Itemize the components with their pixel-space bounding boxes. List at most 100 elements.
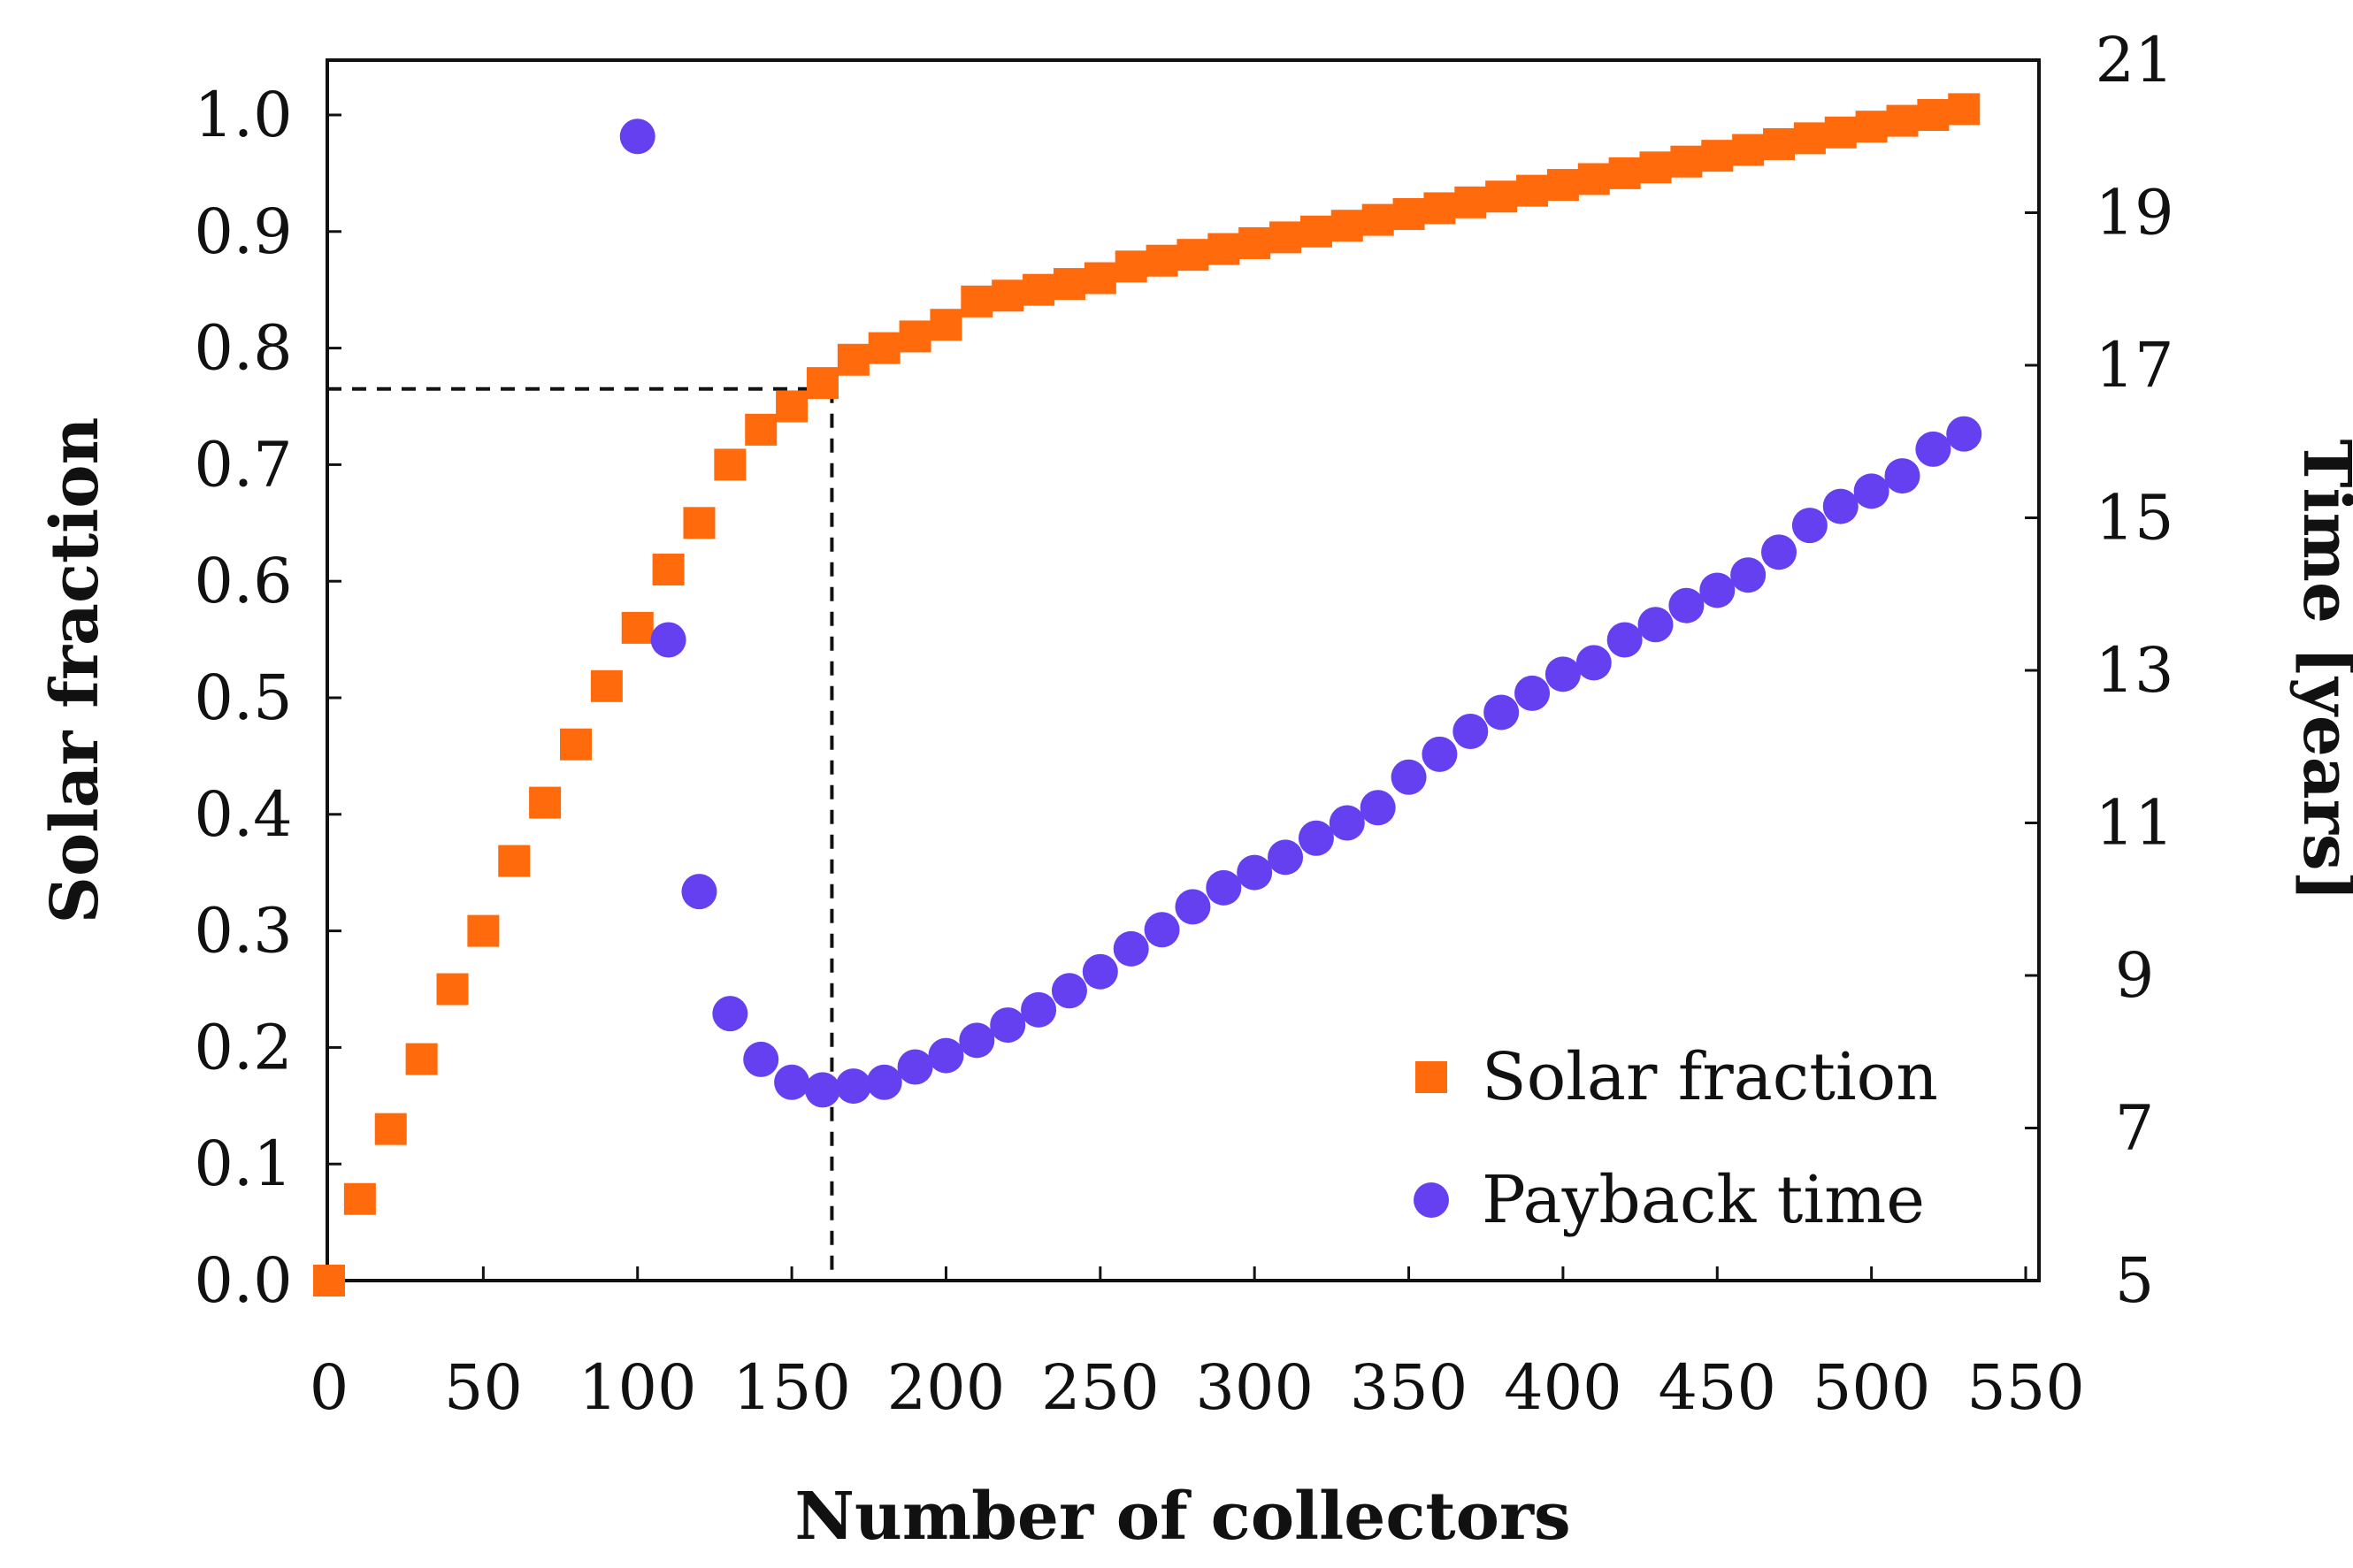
point-solar-fraction [1207, 233, 1240, 265]
point-payback-time [990, 1007, 1026, 1044]
point-payback-time [1422, 736, 1458, 772]
y-tick-label: 0.4 [194, 778, 292, 851]
legend-swatch-solar-fraction [1415, 1061, 1447, 1093]
series-payback-time [619, 119, 1982, 1108]
point-solar-fraction [868, 332, 901, 364]
point-payback-time [1360, 790, 1396, 826]
point-payback-time [1113, 930, 1149, 967]
point-solar-fraction [590, 669, 623, 702]
point-solar-fraction [1392, 198, 1425, 231]
point-solar-fraction [1454, 186, 1487, 218]
point-solar-fraction [1176, 239, 1209, 272]
point-payback-time [1268, 839, 1304, 876]
point-payback-time [743, 1041, 779, 1077]
point-solar-fraction [745, 413, 778, 446]
point-solar-fraction [961, 285, 993, 317]
x-tick-label: 550 [1966, 1351, 2085, 1424]
point-solar-fraction [1330, 210, 1363, 242]
point-solar-fraction [1639, 151, 1672, 184]
point-solar-fraction [930, 309, 962, 341]
x-tick-label: 100 [579, 1351, 697, 1424]
legend-label-payback-time: Payback time [1482, 1162, 1925, 1238]
x-tick-label: 350 [1350, 1351, 1468, 1424]
y2-tick-label: 13 [2095, 634, 2173, 707]
point-payback-time [712, 996, 748, 1032]
point-solar-fraction [1361, 203, 1394, 236]
y-tick-label: 0.3 [194, 895, 292, 968]
point-payback-time [1021, 991, 1057, 1028]
reference-lines [327, 386, 834, 1281]
point-solar-fraction [1824, 116, 1857, 149]
point-solar-fraction [1732, 134, 1765, 166]
point-solar-fraction [652, 554, 685, 586]
series-layer [313, 93, 1982, 1296]
y2-tick-label: 5 [2115, 1244, 2155, 1317]
x-tick-label: 150 [732, 1351, 851, 1424]
point-solar-fraction [1855, 111, 1888, 143]
point-payback-time [650, 622, 686, 658]
point-solar-fraction [1546, 169, 1579, 202]
point-solar-fraction [714, 448, 747, 481]
y-tick-label: 0.0 [194, 1244, 292, 1317]
point-payback-time [1606, 622, 1643, 658]
y-tick-label: 0.8 [194, 312, 292, 385]
y2-tick-label: 21 [2095, 24, 2173, 96]
point-solar-fraction [899, 320, 931, 353]
point-payback-time [804, 1072, 840, 1108]
point-solar-fraction [1670, 145, 1703, 178]
point-payback-time [1237, 854, 1273, 891]
point-payback-time [1699, 572, 1736, 608]
point-solar-fraction [436, 973, 469, 1006]
point-solar-fraction [1053, 268, 1085, 301]
point-payback-time [1822, 488, 1859, 524]
point-payback-time [1761, 534, 1797, 570]
x-tick-label: 500 [1813, 1351, 1931, 1424]
x-tick-label: 450 [1658, 1351, 1776, 1424]
point-payback-time [1946, 416, 1982, 452]
point-payback-time [619, 119, 655, 155]
point-solar-fraction [806, 367, 839, 400]
point-solar-fraction [343, 1182, 376, 1215]
y-tick-label: 0.5 [194, 662, 292, 734]
y-tick-label: 0.1 [194, 1128, 292, 1200]
point-solar-fraction [1701, 140, 1734, 172]
x-tick-label: 200 [887, 1351, 1006, 1424]
legend-label-solar-fraction: Solar fraction [1482, 1039, 1938, 1115]
point-solar-fraction [405, 1043, 438, 1075]
point-solar-fraction [992, 279, 1024, 312]
y-tick-label: 0.6 [194, 545, 292, 617]
x-tick-label: 250 [1041, 1351, 1160, 1424]
point-payback-time [1082, 953, 1118, 990]
point-solar-fraction [1485, 180, 1518, 213]
point-solar-fraction [374, 1113, 407, 1145]
point-payback-time [1514, 675, 1551, 711]
point-payback-time [1144, 912, 1180, 948]
point-solar-fraction [313, 1265, 345, 1296]
point-payback-time [774, 1064, 810, 1100]
point-payback-time [1915, 431, 1951, 467]
point-solar-fraction [498, 845, 531, 877]
y2-axis-ticks: 5 7 9 11 13 15 17 19 21 [2025, 24, 2174, 1317]
y-tick-label: 0.2 [194, 1011, 292, 1083]
point-solar-fraction [1948, 93, 1981, 126]
point-solar-fraction [559, 728, 592, 761]
point-solar-fraction [529, 786, 562, 819]
point-solar-fraction [1115, 250, 1147, 283]
x-tick-label: 300 [1195, 1351, 1314, 1424]
x-axis-title: Number of collectors [794, 1479, 1570, 1555]
point-payback-time [1206, 869, 1242, 906]
point-solar-fraction [1577, 163, 1610, 195]
point-payback-time [897, 1049, 933, 1085]
point-payback-time [1391, 759, 1427, 795]
point-solar-fraction [1516, 174, 1549, 207]
y2-tick-label: 7 [2115, 1092, 2155, 1165]
point-solar-fraction [1886, 104, 1919, 137]
point-payback-time [1791, 508, 1828, 544]
y2-tick-label: 19 [2095, 177, 2173, 249]
point-solar-fraction [1146, 244, 1178, 277]
point-payback-time [681, 874, 717, 910]
point-solar-fraction [1238, 226, 1271, 259]
point-payback-time [1730, 557, 1767, 593]
legend-swatch-payback-time [1414, 1182, 1449, 1218]
point-payback-time [1884, 458, 1920, 494]
